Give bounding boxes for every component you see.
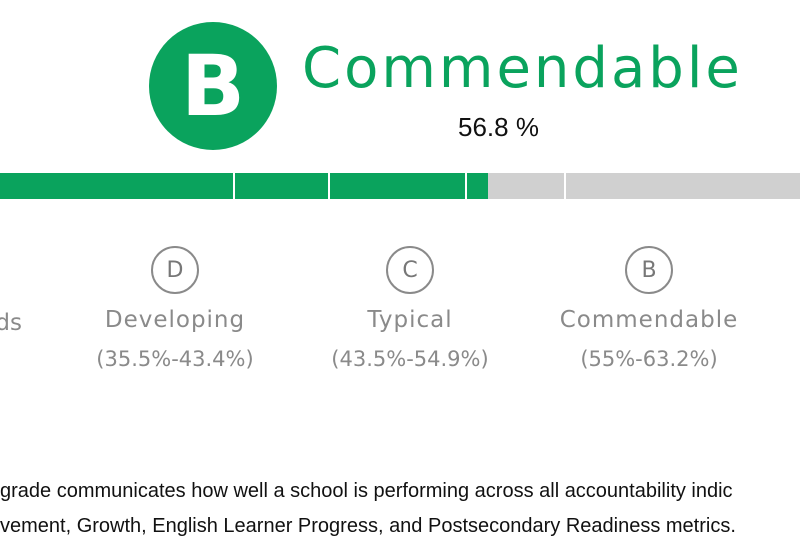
progress-divider <box>328 173 330 199</box>
score-percent: 56.8 % <box>458 112 539 142</box>
level-range: (43.5%-54.9%) <box>331 347 489 371</box>
progress-bar-fill <box>0 173 488 199</box>
progress-divider <box>465 173 467 199</box>
grade-label: Commendable <box>302 36 743 101</box>
level-letter-badge: C <box>386 246 434 294</box>
description-line: vement, Growth, English Learner Progress… <box>0 515 736 537</box>
level-commendable: B Commendable (55%-63.2%) <box>539 246 759 371</box>
level-developing: D Developing (35.5%-43.4%) <box>65 246 285 371</box>
progress-divider <box>233 173 235 199</box>
progress-bar <box>0 173 800 199</box>
grade-letter-badge: B <box>149 22 277 150</box>
level-name-partial: ds <box>0 310 22 336</box>
level-letter-badge: D <box>151 246 199 294</box>
level-name: Typical <box>367 307 453 333</box>
level-name: Commendable <box>559 307 739 333</box>
level-typical: C Typical (43.5%-54.9%) <box>300 246 520 371</box>
level-letter-badge: B <box>625 246 673 294</box>
level-name: Developing <box>104 307 246 333</box>
progress-divider <box>564 173 566 199</box>
level-range: (55%-63.2%) <box>580 347 718 371</box>
level-range: (35.5%-43.4%) <box>96 347 254 371</box>
description-line: grade communicates how well a school is … <box>0 480 733 502</box>
grade-description: grade communicates how well a school is … <box>0 474 800 544</box>
